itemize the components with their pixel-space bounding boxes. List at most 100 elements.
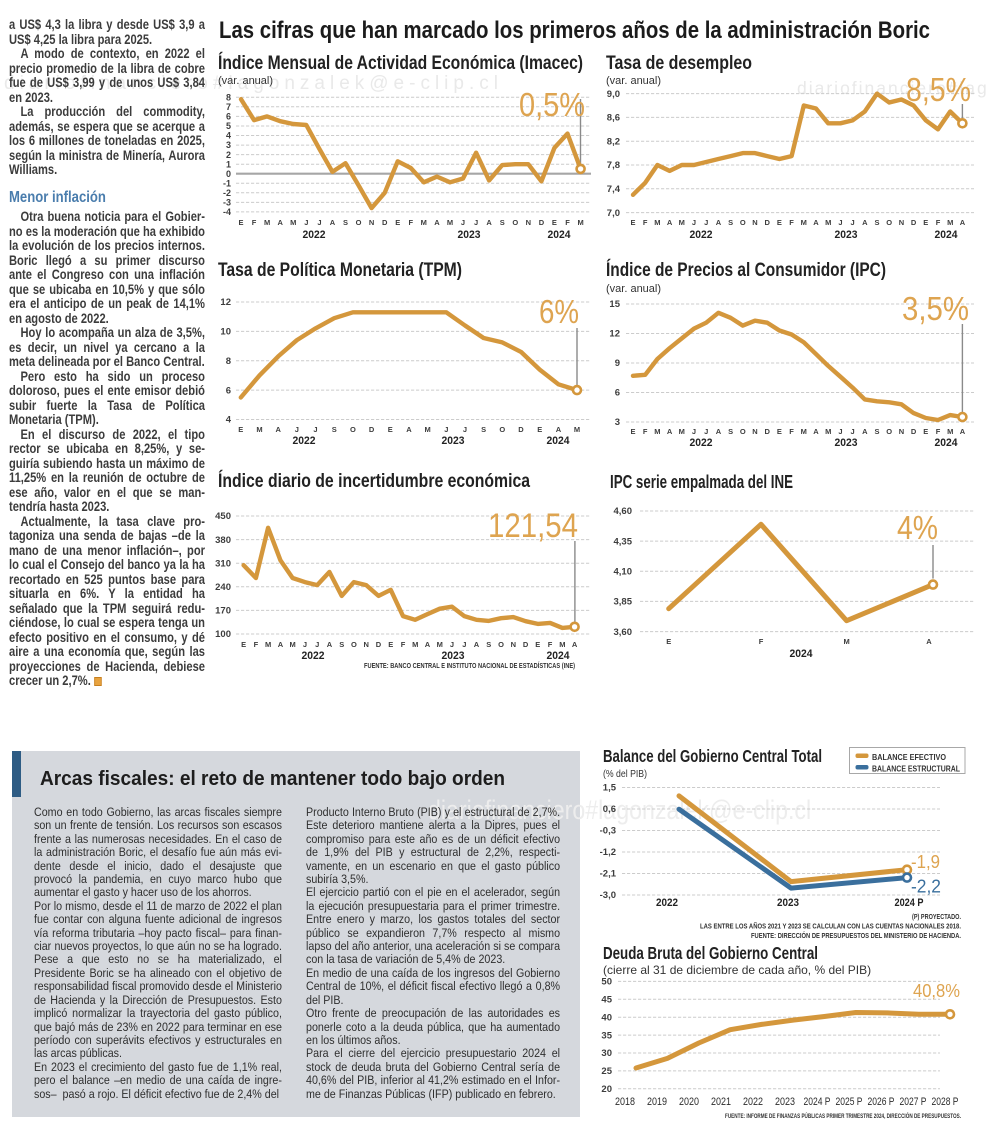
svg-text:450: 450 bbox=[215, 511, 231, 522]
svg-text:D: D bbox=[539, 218, 545, 227]
svg-text:2022: 2022 bbox=[690, 437, 713, 449]
svg-text:N: N bbox=[369, 218, 374, 227]
svg-text:4: 4 bbox=[226, 131, 231, 141]
svg-text:E: E bbox=[535, 640, 540, 649]
svg-text:-2: -2 bbox=[223, 188, 231, 198]
svg-text:3,5%: 3,5% bbox=[902, 290, 969, 327]
svg-text:2022: 2022 bbox=[303, 229, 326, 241]
svg-text:BALANCE EFECTIVO: BALANCE EFECTIVO bbox=[872, 752, 946, 762]
svg-text:F: F bbox=[643, 427, 648, 436]
svg-text:FUENTE: DIRECCIÓN DE PRESUPUES: FUENTE: DIRECCIÓN DE PRESUPUESTOS DEL MI… bbox=[751, 931, 961, 940]
svg-text:A: A bbox=[667, 218, 673, 227]
svg-text:J: J bbox=[295, 425, 299, 434]
svg-text:S: S bbox=[486, 640, 491, 649]
svg-text:F: F bbox=[759, 637, 764, 646]
svg-text:Índice Mensual de Actividad Ec: Índice Mensual de Actividad Económica (I… bbox=[218, 51, 583, 74]
svg-text:A: A bbox=[556, 425, 562, 434]
svg-text:-2,1: -2,1 bbox=[600, 869, 617, 880]
svg-text:7: 7 bbox=[226, 102, 231, 112]
svg-text:O: O bbox=[350, 425, 356, 434]
svg-text:D: D bbox=[764, 218, 770, 227]
svg-text:121,54: 121,54 bbox=[488, 507, 578, 545]
svg-text:E: E bbox=[395, 218, 400, 227]
svg-text:BALANCE ESTRUCTURAL: BALANCE ESTRUCTURAL bbox=[872, 764, 960, 774]
svg-text:A: A bbox=[960, 218, 966, 227]
svg-text:2026 P: 2026 P bbox=[868, 1096, 895, 1108]
svg-text:O: O bbox=[512, 218, 518, 227]
svg-text:S: S bbox=[728, 427, 733, 436]
svg-text:S: S bbox=[332, 425, 337, 434]
svg-text:3,60: 3,60 bbox=[614, 627, 633, 638]
svg-text:0,5%: 0,5% bbox=[519, 86, 585, 123]
svg-text:M: M bbox=[424, 425, 430, 434]
svg-text:8: 8 bbox=[226, 356, 231, 367]
svg-text:2023: 2023 bbox=[442, 650, 465, 662]
svg-text:FUENTE: BANCO CENTRAL E INSTIT: FUENTE: BANCO CENTRAL E INSTITUTO NACION… bbox=[364, 661, 575, 670]
svg-text:25: 25 bbox=[601, 1066, 612, 1077]
svg-text:100: 100 bbox=[215, 629, 231, 640]
svg-text:M: M bbox=[421, 218, 427, 227]
svg-text:A: A bbox=[327, 640, 333, 649]
svg-text:D: D bbox=[376, 640, 382, 649]
svg-text:2023: 2023 bbox=[775, 1096, 795, 1108]
svg-text:M: M bbox=[264, 218, 270, 227]
svg-text:35: 35 bbox=[601, 1030, 612, 1041]
svg-text:J: J bbox=[450, 640, 454, 649]
svg-text:15: 15 bbox=[609, 299, 620, 310]
svg-text:J: J bbox=[315, 640, 319, 649]
svg-text:4,10: 4,10 bbox=[614, 567, 633, 578]
svg-text:2028 P: 2028 P bbox=[932, 1096, 959, 1108]
svg-text:(var. anual): (var. anual) bbox=[218, 75, 273, 87]
svg-text:F: F bbox=[936, 218, 941, 227]
svg-text:A: A bbox=[474, 640, 480, 649]
svg-text:2022: 2022 bbox=[293, 435, 316, 447]
svg-text:E: E bbox=[537, 425, 542, 434]
svg-text:2024: 2024 bbox=[547, 650, 571, 662]
svg-text:2022: 2022 bbox=[690, 229, 713, 241]
svg-text:50: 50 bbox=[601, 977, 612, 988]
svg-text:S: S bbox=[343, 218, 348, 227]
svg-text:O: O bbox=[499, 425, 505, 434]
svg-text:2025 P: 2025 P bbox=[836, 1096, 863, 1108]
svg-text:E: E bbox=[388, 425, 393, 434]
svg-text:Arcas fiscales: el reto de man: Arcas fiscales: el reto de mantener todo… bbox=[40, 767, 505, 790]
svg-text:N: N bbox=[899, 218, 904, 227]
svg-text:5: 5 bbox=[226, 121, 231, 131]
svg-text:4: 4 bbox=[226, 415, 232, 426]
svg-text:10: 10 bbox=[220, 327, 231, 338]
svg-text:A: A bbox=[813, 427, 819, 436]
svg-text:2027 P: 2027 P bbox=[900, 1096, 927, 1108]
svg-text:E: E bbox=[552, 218, 557, 227]
svg-text:F: F bbox=[401, 640, 406, 649]
svg-text:240: 240 bbox=[215, 582, 231, 593]
svg-text:-0,3: -0,3 bbox=[600, 826, 616, 837]
svg-text:A: A bbox=[425, 640, 431, 649]
svg-text:2022: 2022 bbox=[743, 1096, 763, 1108]
svg-text:J: J bbox=[463, 425, 467, 434]
svg-text:Las cifras que han marcado los: Las cifras que han marcado los primeros … bbox=[219, 17, 930, 44]
svg-text:-3,0: -3,0 bbox=[600, 890, 616, 901]
svg-text:2024 P: 2024 P bbox=[804, 1096, 831, 1108]
svg-text:M: M bbox=[256, 425, 262, 434]
svg-text:2019: 2019 bbox=[647, 1096, 667, 1108]
svg-text:J: J bbox=[317, 218, 321, 227]
svg-text:M: M bbox=[679, 218, 685, 227]
svg-text:1,5: 1,5 bbox=[603, 783, 617, 794]
svg-text:D: D bbox=[911, 427, 917, 436]
svg-text:Índice de Precios al Consumido: Índice de Precios al Consumidor (IPC) bbox=[606, 258, 886, 281]
svg-text:F: F bbox=[548, 640, 553, 649]
svg-text:M: M bbox=[801, 218, 807, 227]
svg-text:-1: -1 bbox=[223, 178, 231, 188]
svg-text:S: S bbox=[874, 427, 879, 436]
svg-text:A: A bbox=[813, 218, 819, 227]
svg-text:F: F bbox=[252, 218, 257, 227]
svg-text:6: 6 bbox=[226, 112, 231, 122]
svg-text:A: A bbox=[716, 427, 722, 436]
svg-text:M: M bbox=[801, 427, 807, 436]
svg-text:(% del PIB): (% del PIB) bbox=[603, 768, 647, 780]
svg-text:D: D bbox=[382, 218, 388, 227]
svg-text:M: M bbox=[412, 640, 418, 649]
svg-text:E: E bbox=[238, 218, 243, 227]
svg-text:O: O bbox=[498, 640, 504, 649]
svg-text:M: M bbox=[843, 637, 849, 646]
